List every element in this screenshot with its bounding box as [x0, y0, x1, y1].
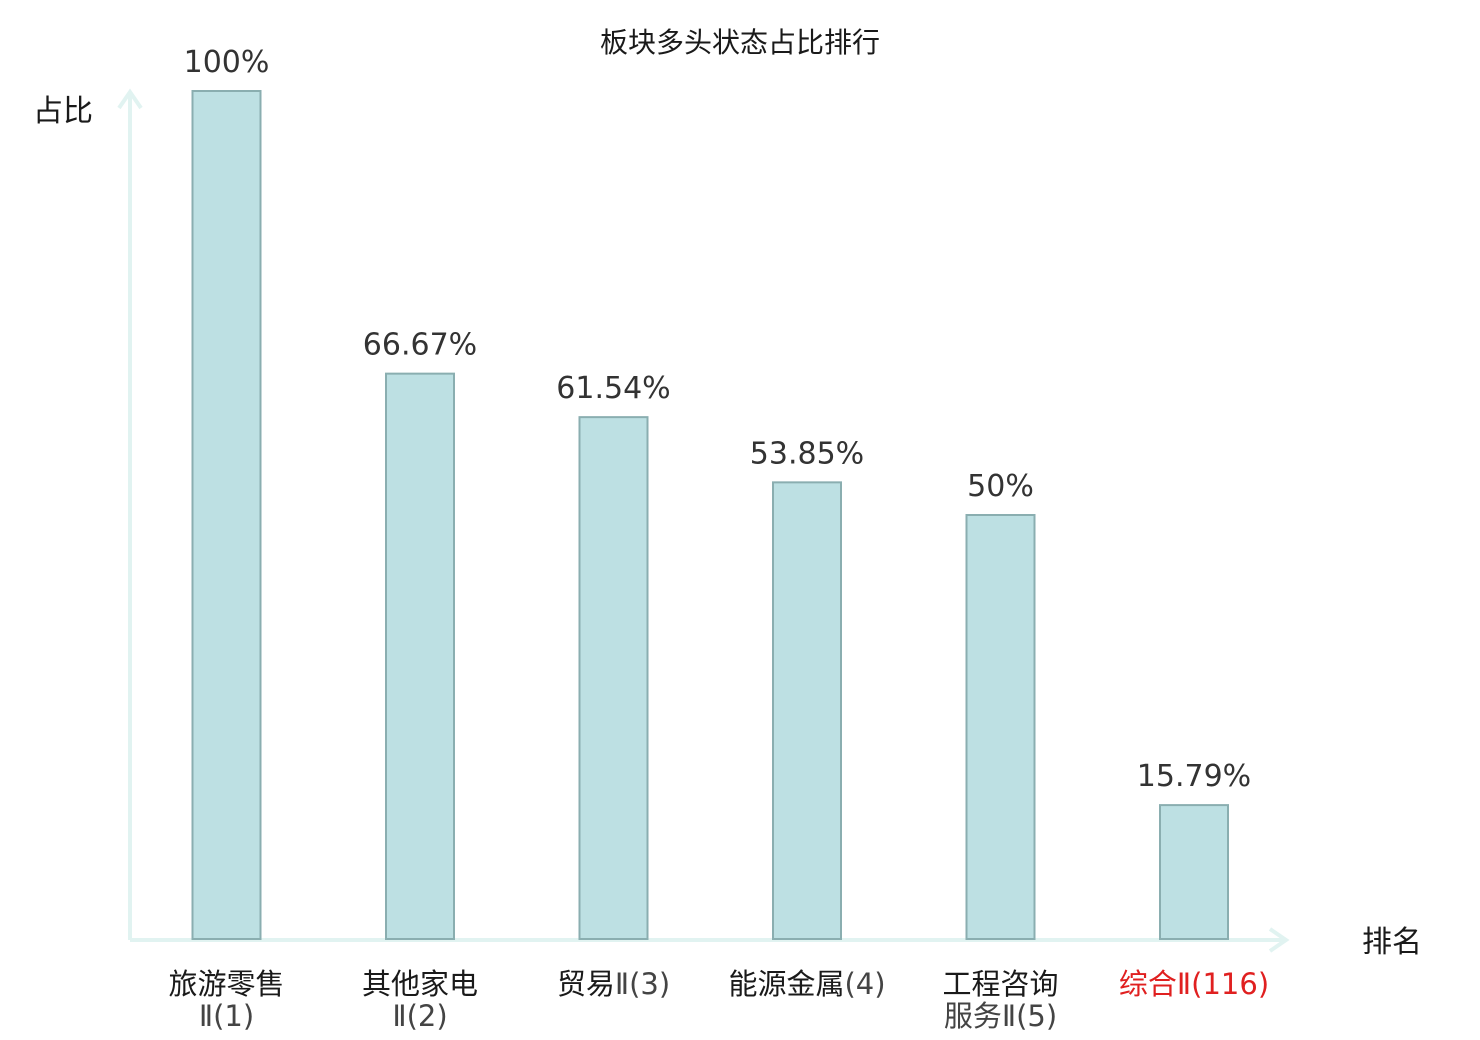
category-rank-4: (4)	[844, 967, 885, 1001]
value-label-3: 61.54%	[556, 371, 670, 406]
bar-2	[385, 372, 455, 940]
x-axis: 排名	[130, 925, 1422, 960]
value-label-5: 50%	[967, 469, 1034, 504]
category-name-1: 旅游零售	[168, 967, 284, 1001]
category-rank-3: Ⅱ(3)	[615, 967, 670, 1001]
bar-1	[191, 90, 262, 940]
category-label-6: 综合Ⅱ(116)	[1119, 967, 1269, 1001]
value-label-4: 53.85%	[750, 436, 864, 471]
category-name-4: 能源金属	[728, 967, 844, 1001]
value-label-6: 15.79%	[1137, 759, 1251, 794]
category-label-3: 贸易Ⅱ(3)	[557, 967, 670, 1001]
bar-4	[772, 481, 842, 940]
bar-6	[1159, 804, 1229, 941]
bars-group	[191, 90, 1229, 941]
x-axis-label: 排名	[1362, 925, 1422, 960]
x-axis-arrow	[1268, 927, 1290, 953]
value-labels-group: 100% 66.67% 61.54% 53.85% 50% 15.79%	[184, 45, 1252, 794]
category-name-2: 其他家电	[362, 967, 478, 1001]
category-name-6: 综合	[1119, 967, 1177, 1001]
value-label-1: 100%	[184, 45, 270, 80]
category-rank-2: Ⅱ(2)	[392, 999, 447, 1033]
category-label-4: 能源金属(4)	[728, 967, 885, 1001]
category-name-3: 贸易	[557, 967, 615, 1001]
category-rank-5: 服务Ⅱ(5)	[944, 999, 1057, 1033]
y-axis: 占比	[33, 88, 143, 940]
y-axis-arrow	[117, 88, 143, 110]
category-rank-1: Ⅱ(1)	[199, 999, 254, 1033]
y-axis-label: 占比	[33, 94, 93, 129]
value-label-2: 66.67%	[363, 328, 477, 363]
bar-5	[965, 514, 1036, 940]
bar-3	[578, 416, 649, 940]
chart-title: 板块多头状态占比排行	[600, 26, 880, 59]
category-name-5: 工程咨询	[942, 967, 1058, 1001]
category-rank-6: Ⅱ(116)	[1177, 967, 1269, 1001]
